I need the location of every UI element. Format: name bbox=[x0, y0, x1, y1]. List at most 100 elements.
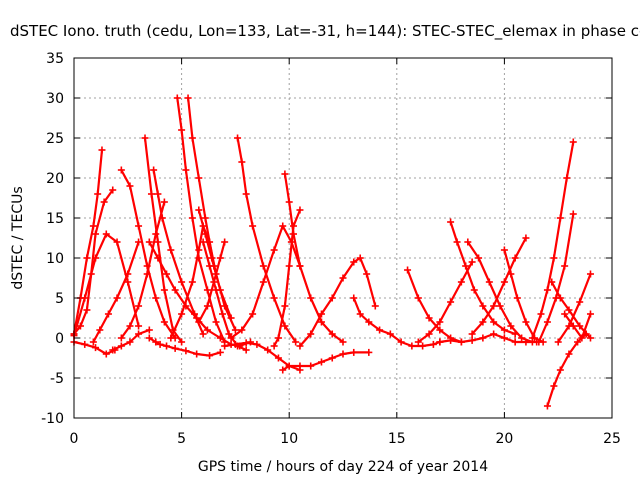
data-point bbox=[92, 230, 100, 238]
data-point bbox=[317, 358, 325, 366]
data-point bbox=[203, 286, 211, 294]
data-point bbox=[259, 278, 267, 286]
data-point bbox=[163, 342, 171, 350]
series-trace bbox=[72, 148, 104, 336]
axes: 0 5 10 15 20 25 -10 -5 0 5 10 15 20 25 30 35 bbox=[41, 51, 621, 447]
series-pass-18 bbox=[195, 238, 229, 326]
plot-area bbox=[70, 94, 594, 410]
series-pass-23 bbox=[270, 206, 304, 350]
data-point bbox=[468, 336, 476, 344]
data-point bbox=[528, 334, 536, 342]
data-point bbox=[425, 314, 433, 322]
data-point bbox=[470, 286, 478, 294]
data-point bbox=[292, 338, 300, 346]
data-point bbox=[173, 94, 181, 102]
data-point bbox=[363, 270, 371, 278]
data-point bbox=[195, 318, 203, 326]
data-point bbox=[307, 362, 315, 370]
data-point bbox=[569, 210, 577, 218]
data-point bbox=[242, 190, 250, 198]
data-point bbox=[548, 278, 556, 286]
data-point bbox=[199, 238, 207, 246]
data-point bbox=[522, 234, 530, 242]
data-point bbox=[193, 350, 201, 358]
series-trace bbox=[417, 260, 474, 344]
data-point bbox=[496, 302, 504, 310]
data-point bbox=[507, 322, 515, 330]
series-pass-32 bbox=[468, 234, 530, 338]
data-point bbox=[96, 326, 104, 334]
y-tick-label: -10 bbox=[41, 411, 64, 427]
data-point bbox=[550, 254, 558, 262]
data-point bbox=[339, 350, 347, 358]
series-pass-36 bbox=[543, 330, 590, 410]
series-trace bbox=[111, 328, 151, 352]
data-point bbox=[216, 254, 224, 262]
data-point bbox=[195, 206, 203, 214]
data-point bbox=[490, 302, 498, 310]
data-point bbox=[184, 94, 192, 102]
data-point bbox=[126, 182, 134, 190]
series-pass-22 bbox=[281, 170, 347, 346]
data-point bbox=[556, 366, 564, 374]
x-tick-label: 20 bbox=[495, 431, 513, 447]
series-pass-21 bbox=[221, 339, 304, 374]
data-point bbox=[163, 270, 171, 278]
data-point bbox=[447, 298, 455, 306]
x-axis-label: GPS time / hours of day 224 of year 2014 bbox=[198, 459, 488, 475]
series-pass-12 bbox=[145, 334, 224, 360]
data-point bbox=[586, 310, 594, 318]
data-point bbox=[171, 286, 179, 294]
series-pass-17 bbox=[199, 238, 250, 354]
y-tick-label: 0 bbox=[55, 331, 64, 347]
data-point bbox=[171, 344, 179, 352]
data-point bbox=[457, 338, 465, 346]
data-point bbox=[376, 326, 384, 334]
data-point bbox=[296, 362, 304, 370]
data-point bbox=[242, 346, 250, 354]
data-point bbox=[135, 330, 143, 338]
data-point bbox=[569, 138, 577, 146]
data-point bbox=[221, 238, 229, 246]
series-trace bbox=[236, 136, 297, 344]
data-point bbox=[231, 340, 239, 348]
data-point bbox=[154, 238, 162, 246]
data-point bbox=[500, 334, 508, 342]
data-point bbox=[279, 222, 287, 230]
data-point bbox=[537, 310, 545, 318]
data-point bbox=[94, 190, 102, 198]
data-point bbox=[296, 262, 304, 270]
data-point bbox=[92, 344, 100, 352]
data-point bbox=[307, 330, 315, 338]
data-point bbox=[231, 326, 239, 334]
series-pass-8 bbox=[117, 198, 168, 342]
data-point bbox=[195, 174, 203, 182]
data-point bbox=[218, 310, 226, 318]
data-point bbox=[296, 206, 304, 214]
data-point bbox=[227, 334, 235, 342]
data-point bbox=[513, 294, 521, 302]
data-point bbox=[167, 334, 175, 342]
data-point bbox=[397, 338, 405, 346]
y-tick-label: 35 bbox=[46, 51, 64, 67]
data-point bbox=[221, 342, 229, 350]
data-point bbox=[453, 238, 461, 246]
data-point bbox=[576, 298, 584, 306]
data-point bbox=[543, 402, 551, 410]
data-point bbox=[436, 338, 444, 346]
series-trace bbox=[546, 332, 588, 408]
data-point bbox=[279, 366, 287, 374]
data-point bbox=[507, 270, 515, 278]
y-axis-label: dSTEC / TECUs bbox=[10, 186, 26, 289]
x-tick-label: 15 bbox=[388, 431, 406, 447]
data-point bbox=[242, 339, 250, 347]
data-point bbox=[281, 170, 289, 178]
data-point bbox=[285, 262, 293, 270]
data-point bbox=[147, 190, 155, 198]
data-point bbox=[76, 322, 84, 330]
series-trace bbox=[92, 240, 140, 344]
data-point bbox=[285, 362, 293, 370]
series-pass-24 bbox=[279, 348, 373, 374]
data-point bbox=[152, 294, 160, 302]
series-trace bbox=[230, 224, 302, 340]
